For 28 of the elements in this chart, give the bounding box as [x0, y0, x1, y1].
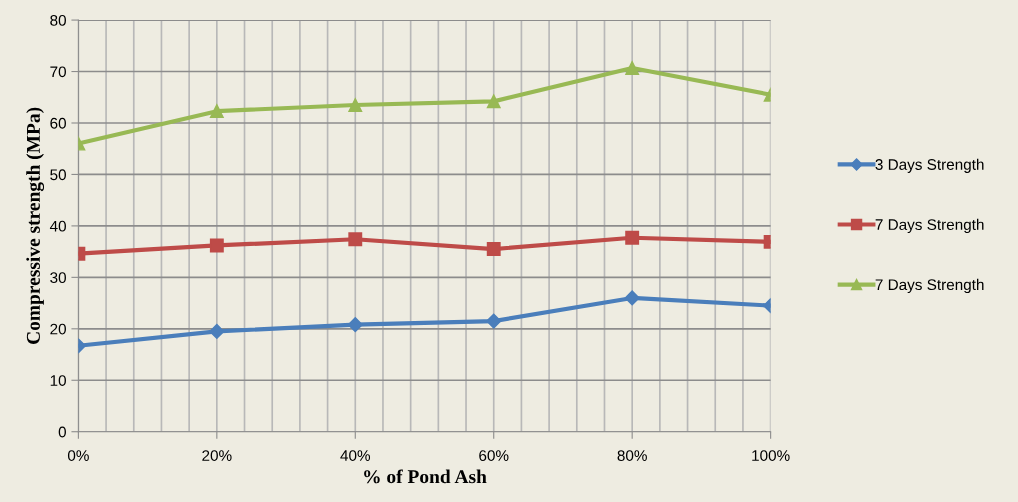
x-tick-label: 80% [617, 450, 647, 461]
point [347, 317, 363, 333]
point [348, 232, 363, 247]
y-tick-label: 30 [50, 272, 66, 284]
legend-label: 3 Days Strength [875, 158, 984, 173]
point [486, 94, 501, 109]
point [209, 323, 225, 339]
y-tick-label: 0 [58, 426, 66, 438]
y-tick-label: 10 [50, 375, 66, 386]
y-tick-label: 70 [50, 66, 66, 78]
x-tick-label: 0% [67, 450, 89, 461]
point [486, 313, 502, 329]
x-axis-title: % of Pond Ash [364, 469, 487, 484]
point [486, 242, 501, 256]
y-tick-label: 20 [50, 323, 66, 335]
y-axis-title: Compressive strength (MPa) [26, 107, 45, 344]
x-tick-label: 20% [202, 450, 232, 461]
x-tick-label: 40% [340, 450, 371, 461]
x-tick-label: 60% [479, 450, 509, 461]
x-tick-label: 100% [752, 450, 790, 461]
point [348, 98, 363, 112]
legend-label: 7 Days Strength [875, 278, 984, 294]
y-tick-label: 80 [50, 14, 66, 26]
y-tick-label: 40 [49, 220, 66, 232]
legend-label: 7 Days Strength [875, 218, 984, 234]
point [624, 290, 640, 306]
y-tick-label: 60 [50, 117, 66, 129]
y-tick-label: 50 [50, 169, 66, 181]
